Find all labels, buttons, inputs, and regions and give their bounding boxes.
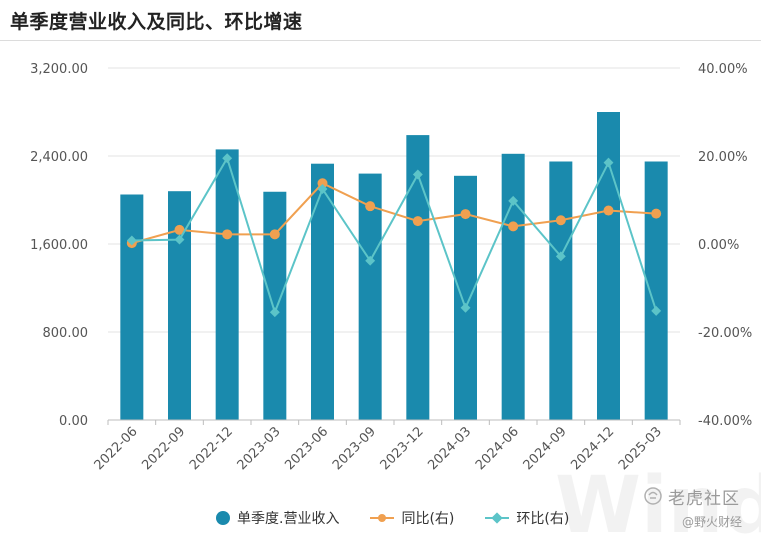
left-axis-tick-label: 0.00: [59, 414, 88, 429]
right-axis-tick-label: 40.00%: [698, 62, 748, 77]
bar: [263, 191, 287, 420]
watermark-brand: 老虎社区: [668, 489, 740, 509]
legend-label-qoq: 环比(右): [516, 511, 570, 527]
qoq-line: [131, 155, 658, 316]
bar-series: [120, 112, 668, 421]
yoy-point: [269, 229, 280, 240]
left-axis-tick-label: 800.00: [43, 326, 89, 341]
yoy-point: [174, 224, 185, 235]
right-axis-tick-label: 20.00%: [698, 150, 748, 165]
bar: [215, 149, 239, 420]
qoq-point: [317, 184, 328, 194]
x-axis-tick-label: 2023-06: [282, 424, 331, 473]
line-series: [126, 153, 662, 318]
right-axis-tick-label: -40.00%: [698, 414, 752, 429]
legend-swatch-qoq: [485, 512, 510, 524]
left-axis-tick-label: 3,200.00: [30, 62, 88, 77]
left-axis-tick-label: 2,400.00: [30, 150, 88, 165]
qoq-point: [603, 157, 614, 168]
watermark-handle: @野火财经: [682, 515, 743, 529]
yoy-point: [555, 215, 566, 226]
x-axis-tick-label: 2024-06: [473, 424, 522, 473]
legend-item-yoy[interactable]: 同比(右): [369, 508, 454, 528]
yoy-line: [131, 182, 657, 245]
x-axis-tick-label: 2022-09: [139, 424, 188, 473]
bar: [454, 175, 477, 420]
tiger-logo-icon: [644, 487, 662, 505]
bar: [501, 153, 525, 421]
legend-item-qoq[interactable]: 环比(右): [484, 508, 569, 528]
title-bar: 单季度营业收入及同比、环比增速: [0, 0, 761, 41]
x-axis-tick-label: 2022-12: [187, 424, 236, 473]
x-axis-tick-label: 2024-03: [425, 424, 474, 473]
legend: 单季度.营业收入 同比(右) 环比(右): [215, 507, 599, 529]
legend-swatch-yoy: [370, 514, 395, 522]
legend-item-revenue[interactable]: 单季度.营业收入: [215, 508, 339, 528]
qoq-point: [412, 169, 423, 180]
bar: [358, 173, 382, 420]
bar: [168, 191, 191, 420]
bar: [597, 112, 620, 420]
bar: [311, 163, 334, 420]
watermark-wind: Wind: [555, 461, 761, 540]
left-axis-tick-label: 1,600.00: [30, 238, 88, 253]
x-axis-tick-label: 2023-12: [378, 424, 427, 473]
qoq-point: [460, 302, 471, 313]
qoq-point: [269, 307, 280, 318]
yoy-point: [508, 221, 519, 232]
x-axis-tick-label: 2023-09: [330, 424, 379, 473]
qoq-point: [365, 255, 376, 266]
chart-title: 单季度营业收入及同比、环比增速: [10, 11, 303, 33]
qoq-point: [651, 305, 662, 316]
yoy-point: [365, 201, 376, 212]
yoy-point: [222, 229, 233, 240]
yoy-point: [460, 209, 471, 220]
qoq-point: [126, 235, 137, 246]
right-axis-tick-label: -20.00%: [698, 326, 752, 341]
grid-lines: [108, 67, 680, 333]
x-axis-tick-label: 2022-06: [92, 424, 141, 473]
legend-label-revenue: 单季度.营业收入: [237, 511, 340, 527]
yoy-point: [317, 178, 328, 189]
bar: [120, 194, 144, 420]
yoy-point: [412, 216, 423, 227]
bar: [406, 135, 430, 420]
qoq-point: [555, 251, 566, 262]
x-axis-tick-label: 2023-03: [235, 424, 284, 473]
qoq-point: [222, 153, 233, 164]
bar: [644, 161, 668, 420]
legend-label-yoy: 同比(右): [401, 511, 455, 527]
yoy-point: [651, 208, 662, 219]
yoy-point: [603, 205, 614, 216]
legend-swatch-revenue: [216, 511, 230, 525]
bar: [549, 161, 573, 420]
qoq-point: [174, 234, 185, 245]
right-axis-tick-label: 0.00%: [698, 238, 739, 253]
